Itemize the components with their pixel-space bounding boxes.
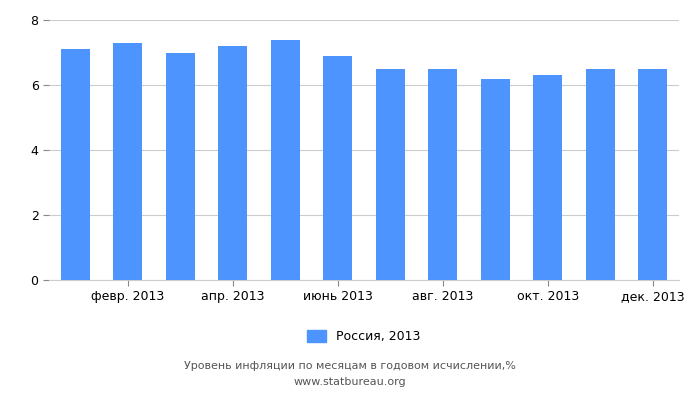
Legend: Россия, 2013: Россия, 2013 xyxy=(302,325,426,348)
Text: Уровень инфляции по месяцам в годовом исчислении,%: Уровень инфляции по месяцам в годовом ис… xyxy=(184,361,516,371)
Bar xyxy=(638,69,667,280)
Bar xyxy=(481,78,510,280)
Bar xyxy=(218,46,247,280)
Bar xyxy=(61,49,90,280)
Bar xyxy=(113,43,142,280)
Bar xyxy=(586,69,615,280)
Bar xyxy=(166,52,195,280)
Bar xyxy=(376,69,405,280)
Bar xyxy=(533,75,562,280)
Bar xyxy=(271,40,300,280)
Bar xyxy=(428,69,457,280)
Bar xyxy=(323,56,352,280)
Text: www.statbureau.org: www.statbureau.org xyxy=(294,377,406,387)
